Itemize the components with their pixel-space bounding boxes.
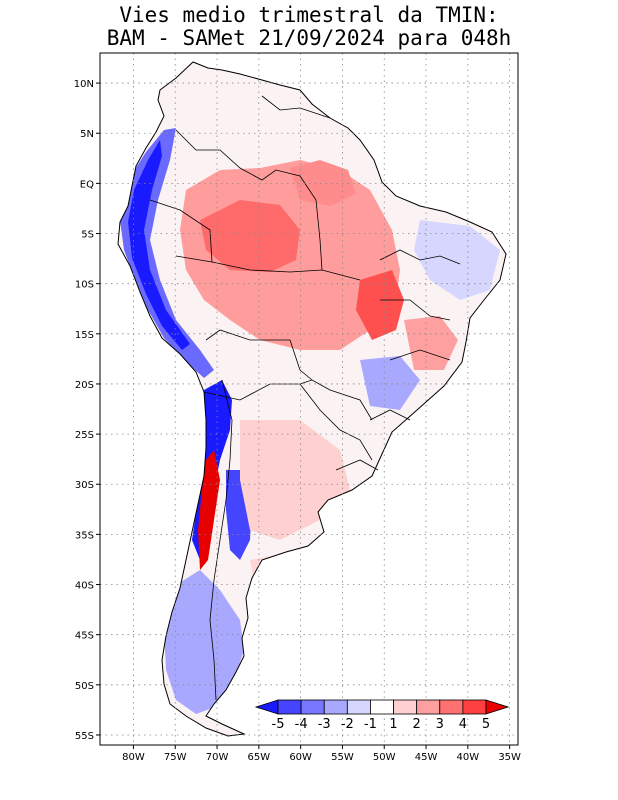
colorbar-label: 1 [389, 717, 397, 732]
colorbar-segment [416, 699, 441, 715]
colorbar-segment [277, 699, 302, 715]
lat-tick-label: 45S [75, 631, 94, 642]
lat-tick-label: 40S [75, 581, 94, 592]
lon-tick-label: 40W [457, 752, 480, 763]
coastline [117, 61, 507, 737]
warm-central [356, 270, 404, 340]
colorbar-label: -2 [341, 717, 354, 732]
lon-tick-label: 50W [373, 752, 396, 763]
colorbar-label: 4 [459, 717, 467, 732]
lat-tick-label: 5S [81, 230, 94, 241]
latitude-axis: 10N 5N EQ 5S 10S 15S 20S 25S 30S 35S 40S 45S 50S 55S [74, 79, 100, 742]
colorbar-label: -5 [272, 717, 285, 732]
graticule [100, 53, 518, 745]
colorbar-right-arrow [485, 699, 510, 715]
chart-title-line1: Vies medio trimestral da TMIN: [119, 3, 499, 27]
colorbar-label: -4 [295, 717, 308, 732]
colorbar-label: -3 [318, 717, 331, 732]
lat-tick-label: 50S [75, 681, 94, 692]
colorbar-segment [393, 699, 418, 715]
lon-tick-label: 65W [248, 752, 271, 763]
colorbar-label: -1 [364, 717, 377, 732]
lat-tick-label: 20S [75, 380, 94, 391]
lon-tick-label: 70W [206, 752, 229, 763]
lat-tick-label: 5N [80, 129, 94, 140]
lon-tick-label: 80W [122, 752, 145, 763]
colorbar-segment [462, 699, 487, 715]
colorbar-label: 3 [436, 717, 444, 732]
warm-amazon-core [200, 200, 300, 272]
chart-title-line2: BAM - SAMet 21/09/2024 para 048h [106, 26, 512, 50]
lon-tick-label: 75W [164, 752, 187, 763]
cold-andes-north-core [128, 140, 190, 350]
colorbar-segment [300, 699, 325, 715]
cold-southeast [360, 356, 420, 410]
lat-tick-label: 15S [75, 330, 94, 341]
cold-northeast [414, 220, 500, 300]
lat-tick-label: 25S [75, 430, 94, 441]
warm-north [290, 160, 356, 206]
cold-patagonia [164, 570, 244, 714]
lat-tick-label: 10N [74, 79, 94, 90]
lat-tick-label: 55S [75, 731, 94, 742]
map-frame [99, 52, 519, 746]
lat-tick-label: 10S [75, 280, 94, 291]
colorbar-label: 2 [413, 717, 421, 732]
colorbar-segment [346, 699, 371, 715]
colorbar-segment [323, 699, 348, 715]
colorbar-segment [370, 699, 394, 715]
colorbar-label: 5 [482, 717, 490, 732]
colorbar-segment [439, 699, 464, 715]
lon-tick-label: 60W [289, 752, 312, 763]
lat-tick-label: 30S [75, 480, 94, 491]
lon-tick-label: 45W [415, 752, 438, 763]
lat-tick-label: 35S [75, 530, 94, 541]
lon-tick-label: 55W [331, 752, 354, 763]
lat-tick-label: EQ [80, 179, 94, 190]
country-borders [149, 95, 461, 701]
warm-east [404, 316, 458, 370]
colorbar: -5 -4 -3 -2 -1 1 2 3 4 5 [254, 699, 510, 732]
lon-tick-label: 35W [498, 752, 521, 763]
longitude-axis: 80W 75W 70W 65W 60W 55W 50W 45W 40W 35W [122, 745, 521, 763]
